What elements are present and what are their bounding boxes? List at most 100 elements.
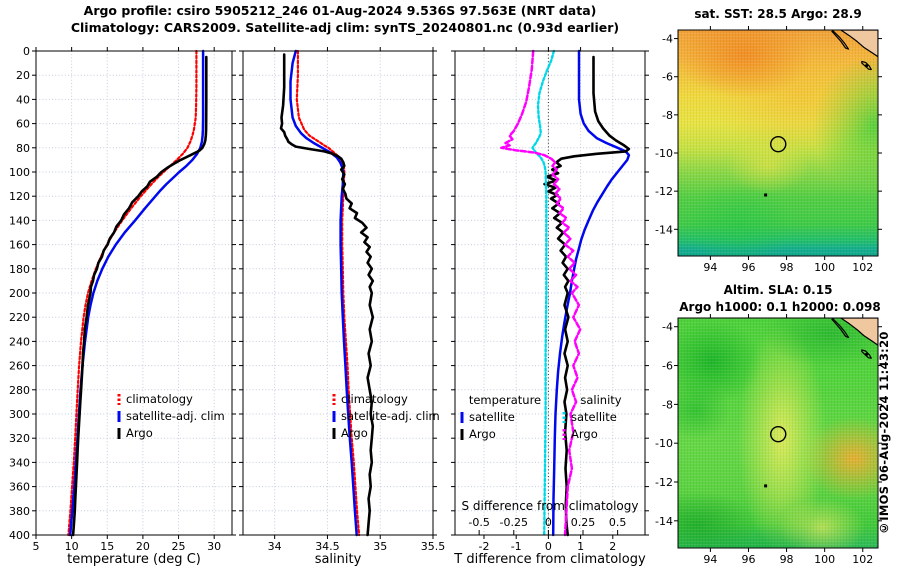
depth-tick-label: 280 [9,384,30,397]
sumatra-mainland-coastline [840,30,878,58]
islet-dot [864,352,869,356]
ring-island-coastline [861,60,872,71]
depth-tick-label: 360 [9,481,30,494]
sst_map-panel: 94 96 98 100 102 -4 -6 -8 -10 -12 -14 [655,26,882,274]
x-tick-label: 15 [100,540,114,553]
legend-label: satellite-adj. clim [126,409,225,423]
s-axis-tick-label: -0.5 [468,516,489,529]
axes-frame [242,50,434,536]
lon-tick-label: 100 [814,261,835,274]
depth-tick-label: 220 [9,311,30,324]
x-tick-label: 35 [373,540,387,553]
sla-map-title-line2: Argo h1000: 0.1 h2000: 0.098 [679,300,881,314]
depth-tick-label: 320 [9,432,30,445]
sla-map-field [678,318,878,548]
series-climatology [295,49,361,537]
depth-tick-label: 180 [9,263,30,276]
legend-header: temperature [469,393,541,407]
x-tick-label: -2 [478,540,489,553]
x-tick-label: 25 [172,540,186,553]
series-argo [71,55,208,537]
legend-label: Argo [469,427,496,441]
depth-tick-label: 340 [9,456,30,469]
sst-map-field [678,30,878,256]
depth-tick-label: 0 [23,45,30,58]
depth-tick-label: 60 [16,118,30,131]
legend-label: climatology [126,392,193,406]
axes-frame [454,50,646,536]
figure-title-line1: Argo profile: csiro 5905212_246 01-Aug-2… [83,3,597,18]
legend-label: satellite-adj. clim [341,409,440,423]
x-tick-label: 10 [65,540,79,553]
lat-tick-label: -8 [662,109,673,122]
lon-tick-label: 96 [741,553,755,566]
s-difference-axis-label: S difference from climatology [461,499,639,513]
map-frame [677,317,879,549]
lon-tick-label: 98 [780,553,794,566]
float-position-marker [770,425,787,443]
lon-tick-label: 94 [703,553,717,566]
lat-tick-label: -10 [655,437,673,450]
lat-tick-label: -12 [655,185,673,198]
legend-label: Argo [341,426,368,440]
series-s-argo [500,49,582,537]
lon-tick-label: 102 [852,261,873,274]
reference-dot-marker [764,193,768,197]
lat-tick-label: -8 [662,398,673,411]
difference-panel: -2 -1 0 1 2 -0.5 -0.25 0 0.25 0.5 temperature satel… [451,47,649,553]
x-tick-label: 0 [545,540,552,553]
legend-label: climatology [341,392,408,406]
x-tick-label: 20 [136,540,150,553]
offshore-island-chain-coastline [831,318,850,338]
salinity-panel: 34 34.5 35 35.5 climatology satellite-adj. cl… [239,47,445,553]
islet-dot [864,64,869,68]
x-tick-label: 35.5 [421,540,446,553]
lat-tick-label: -4 [662,321,673,334]
sumatra-mainland-coastline [840,318,878,346]
depth-tick-label: 240 [9,335,30,348]
depth-tick-label: 80 [16,142,30,155]
legend-label: satellite [571,410,617,424]
temperature-axis-label: temperature (deg C) [67,552,201,567]
x-tick-label: 1 [577,540,584,553]
legend-label: Argo [571,427,598,441]
imos-credit: ©IMOS 06-Aug-2024 11:43:20 [877,331,891,535]
lat-tick-label: -6 [662,71,673,84]
series-satellite-adj-clim [289,49,358,537]
figure-title-line2: Climatology: CARS2009. Satellite-adj cli… [70,20,620,35]
depth-tick-label: 200 [9,287,30,300]
lat-tick-label: -10 [655,147,673,160]
depth-tick-label: 120 [9,190,30,203]
depth-tick-label: 20 [16,69,30,82]
map-frame [677,29,879,257]
depth-tick-label: 140 [9,214,30,227]
s-axis-tick-label: 0.5 [609,516,627,529]
s-axis-tick-label: -0.25 [500,516,528,529]
lat-tick-label: -14 [655,515,673,528]
depth-tick-label: 300 [9,408,30,421]
depth-tick-label: 380 [9,505,30,518]
lon-tick-label: 98 [780,261,794,274]
series-t-argo [543,55,631,537]
lon-tick-label: 100 [814,553,835,566]
x-tick-label: 2 [609,540,616,553]
depth-tick-label: 400 [9,529,30,542]
depth-tick-label: 260 [9,360,30,373]
x-tick-label: 34.5 [315,540,340,553]
sst-map-title: sat. SST: 28.5 Argo: 28.9 [694,7,862,21]
float-position-marker [770,135,787,153]
series-s-satellite [531,49,556,537]
coastline-group [831,30,878,71]
depth-tick-label: 40 [16,93,30,106]
lat-tick-label: -6 [662,360,673,373]
series-argo [279,53,375,537]
lat-tick-label: -4 [662,33,673,46]
x-tick-label: -1 [511,540,522,553]
reference-dot-marker [764,484,768,488]
offshore-island-chain-coastline [831,30,850,50]
lon-tick-label: 102 [852,553,873,566]
sla_map-panel: 94 96 98 100 102 -4 -6 -8 -10 -12 -14 [655,314,882,566]
salinity-axis-label: salinity [314,552,362,567]
